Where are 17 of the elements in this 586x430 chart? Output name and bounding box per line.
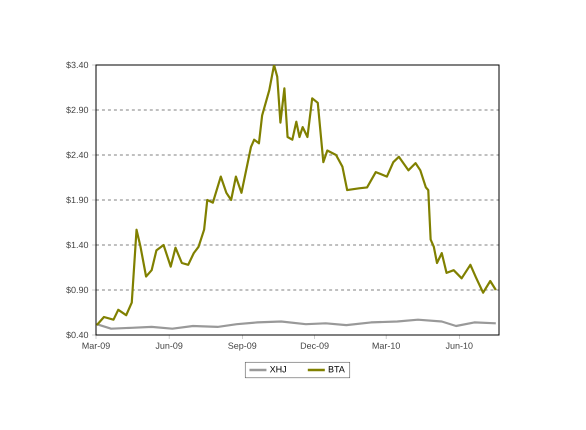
y-tick-label: $1.40: [66, 241, 88, 249]
y-tick-label: $0.90: [66, 286, 88, 294]
x-tick-label: Mar-10: [372, 342, 400, 349]
x-tick-label: Sep-09: [228, 342, 256, 351]
x-tick-label: Mar-09: [82, 342, 110, 349]
x-tick-label: Jun-09: [156, 342, 182, 349]
y-tick-label: $2.90: [66, 106, 88, 114]
y-tick-label: $3.40: [66, 61, 88, 69]
y-tick-label: $1.90: [66, 196, 88, 204]
legend-label: XHJ: [270, 366, 286, 372]
y-tick-label: $0.40: [66, 331, 88, 339]
line-series: [96, 65, 497, 326]
y-tick-label: $2.40: [66, 151, 88, 159]
legend-label: BTA: [328, 366, 345, 372]
line-series: [96, 318, 497, 330]
x-tick-label: Jun-10: [446, 342, 473, 349]
x-tick-label: Dec-09: [300, 342, 329, 349]
